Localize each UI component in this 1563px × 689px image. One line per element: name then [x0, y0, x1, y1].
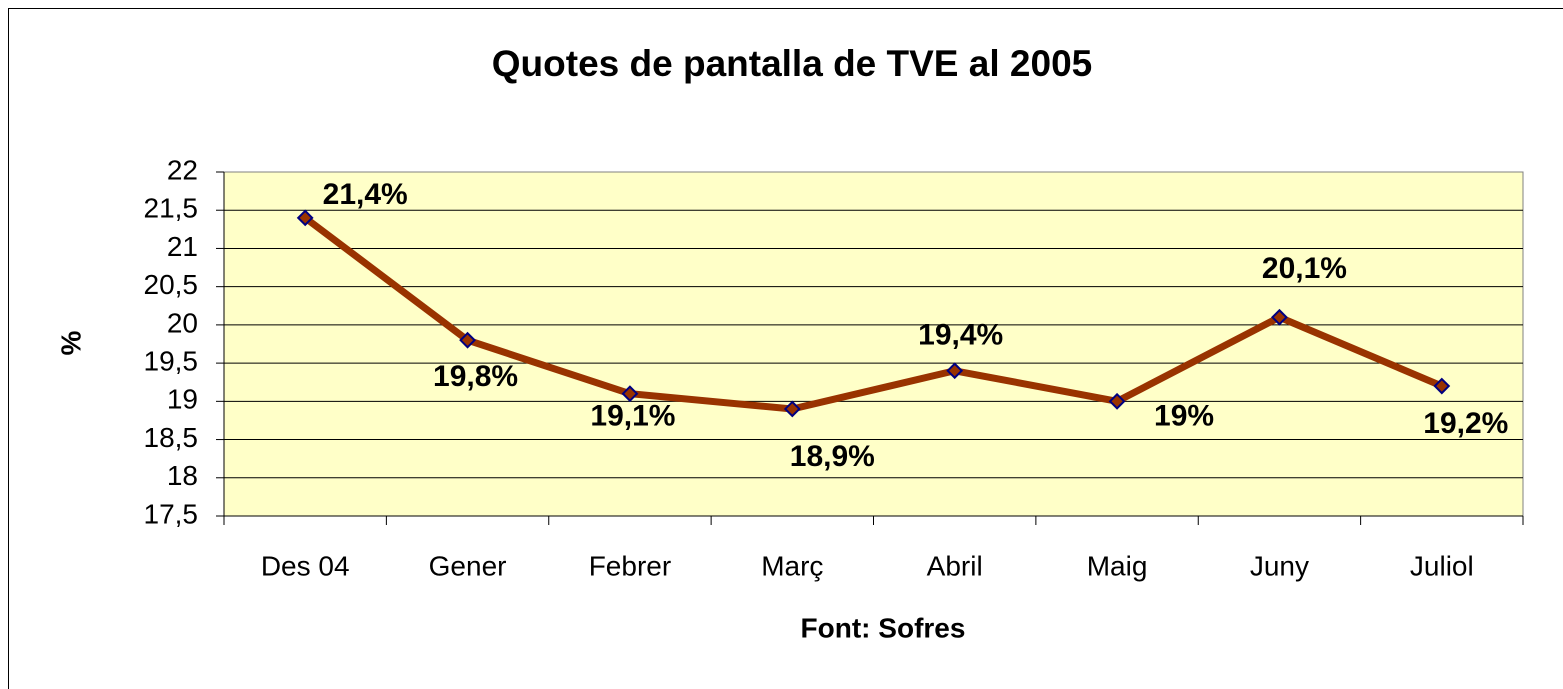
y-tick-label: 21: [167, 231, 198, 262]
x-tick-label: Maig: [1087, 550, 1148, 581]
y-tick-label: 17,5: [144, 498, 199, 529]
y-tick-label: 20,5: [144, 269, 199, 300]
data-point: [1433, 377, 1451, 395]
chart-title: Quotes de pantalla de TVE al 2005: [492, 43, 1092, 84]
y-axis-label: %: [55, 330, 86, 355]
x-tick-label: Juny: [1250, 550, 1309, 581]
data-label: 19,2%: [1423, 407, 1508, 440]
data-point: [1108, 392, 1126, 410]
x-tick-label: Març: [761, 550, 823, 581]
data-point: [459, 331, 476, 349]
y-tick-label: 18: [167, 460, 198, 491]
x-axis-label: Font: Sofres: [801, 612, 966, 643]
y-tick-label: 19,5: [144, 346, 199, 377]
data-point: [296, 209, 314, 227]
data-point: [621, 385, 639, 403]
y-tick-label: 22: [167, 154, 198, 185]
series-line: [303, 215, 1444, 413]
y-tick-label: 18,5: [144, 422, 199, 453]
plot-area: [223, 171, 1524, 517]
data-label: 20,1%: [1262, 252, 1347, 285]
y-tick-label: 20: [167, 307, 198, 338]
data-point: [946, 362, 964, 380]
data-label: 19,8%: [433, 360, 518, 393]
x-tick-label: Gener: [429, 550, 507, 581]
x-tick-label: Juliol: [1410, 550, 1474, 581]
data-label: 19,1%: [590, 400, 675, 433]
x-tick-label: Des 04: [261, 550, 350, 581]
y-tick-label: 19: [167, 384, 198, 415]
data-label: 21,4%: [323, 178, 408, 211]
x-tick-label: Abril: [927, 550, 983, 581]
data-label: 19%: [1154, 399, 1214, 432]
x-tick-label: Febrer: [589, 550, 671, 581]
data-point: [783, 400, 801, 418]
y-tick-label: 21,5: [144, 193, 199, 224]
data-point: [1271, 308, 1288, 326]
data-label: 18,9%: [790, 440, 875, 473]
data-label: 19,4%: [918, 319, 1003, 352]
